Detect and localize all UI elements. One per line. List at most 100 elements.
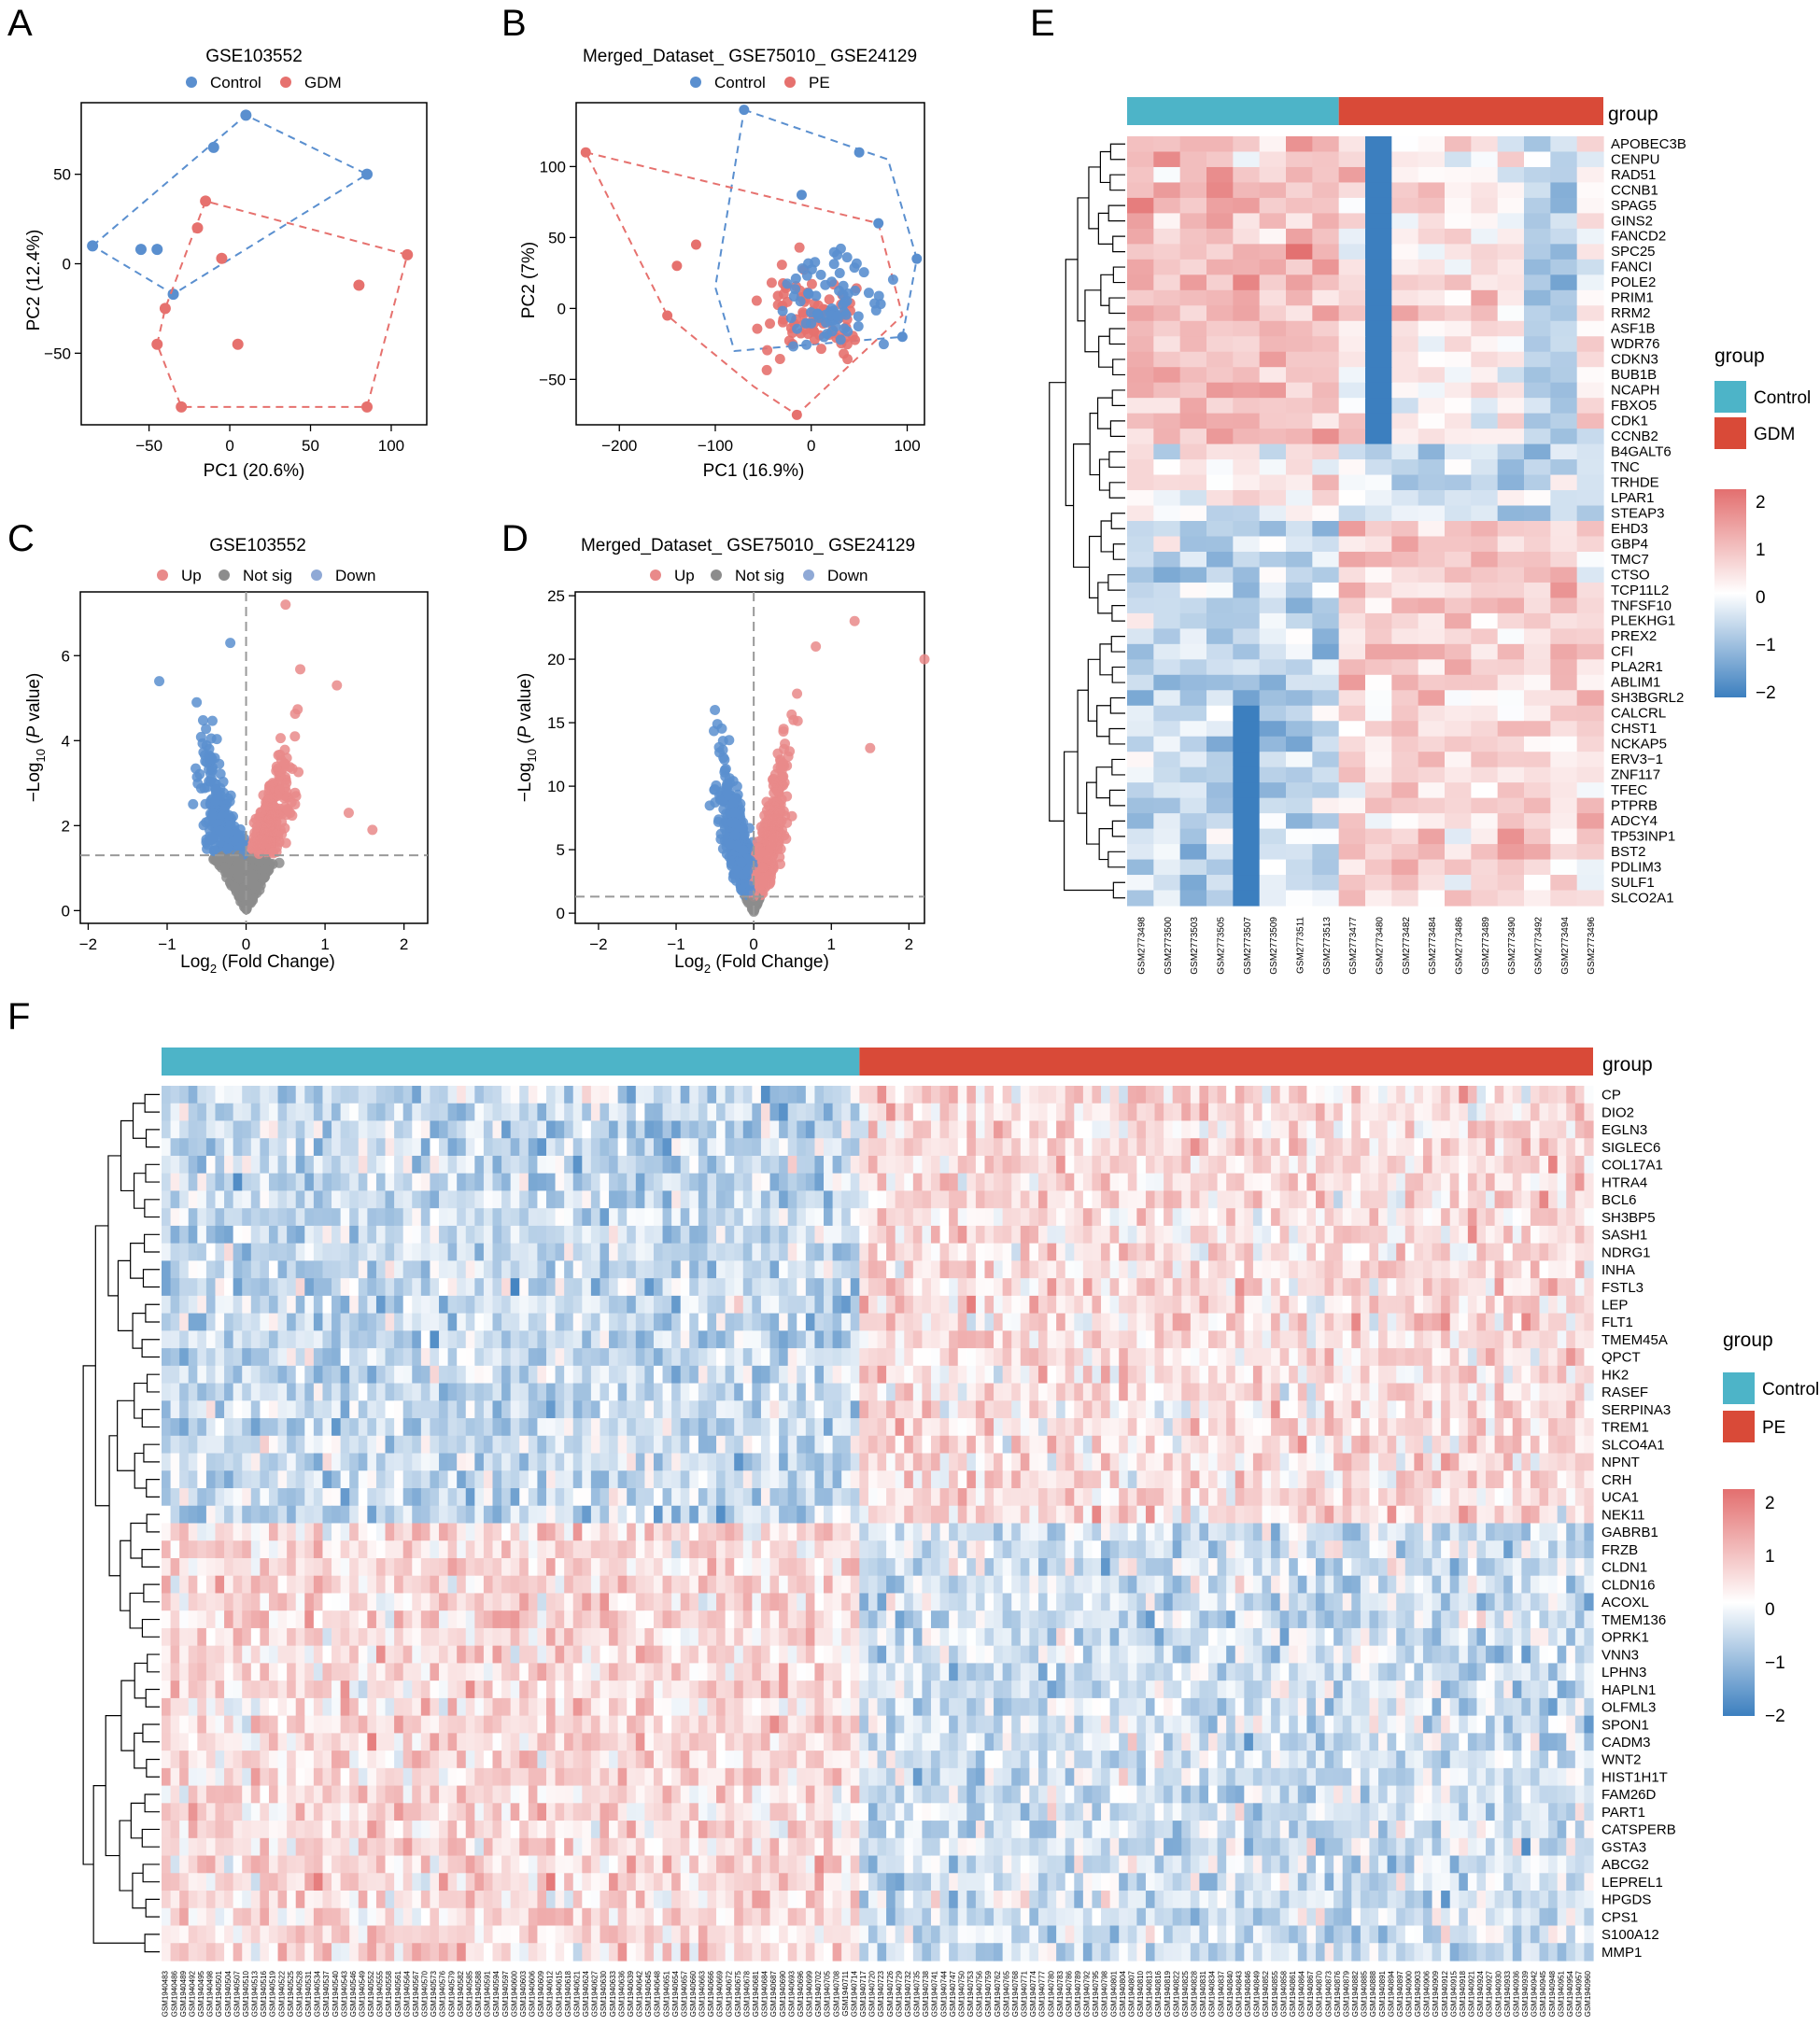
heatmap-cell xyxy=(1259,536,1287,553)
heatmap-cell xyxy=(1179,674,1207,691)
heatmap-cell xyxy=(1297,1120,1307,1139)
point-up xyxy=(279,744,290,755)
heatmap-cell xyxy=(1414,1173,1424,1192)
heatmap-cell xyxy=(1109,1208,1120,1227)
heatmap-cell xyxy=(1503,1103,1514,1122)
point-down xyxy=(190,763,202,774)
heatmap-cell xyxy=(1365,890,1392,907)
hull-control xyxy=(91,114,370,296)
heatmap-cell xyxy=(1271,1103,1281,1122)
heatmap-cell xyxy=(1338,890,1366,907)
heatmap-cell xyxy=(1312,367,1340,384)
heatmap-cell xyxy=(304,1173,315,1192)
heatmap-cell xyxy=(555,1120,565,1139)
heatmap-cell xyxy=(277,1086,288,1104)
heatmap-cell xyxy=(1286,151,1313,168)
heatmap-cell xyxy=(1418,351,1446,368)
heatmap-cell xyxy=(322,1190,332,1209)
heatmap-cell xyxy=(1181,1190,1192,1209)
heatmap-cell xyxy=(922,1155,932,1174)
heatmap-cell xyxy=(492,1190,502,1209)
heatmap-cell xyxy=(188,1208,198,1227)
heatmap-cell xyxy=(1576,336,1604,353)
heatmap-cell xyxy=(215,1138,225,1157)
heatmap-cell xyxy=(1369,1155,1379,1174)
heatmap-cell xyxy=(1378,1190,1389,1209)
heatmap-cell xyxy=(1127,859,1154,876)
point-up xyxy=(275,733,286,744)
heatmap-cell xyxy=(1391,875,1419,892)
heatmap-cell xyxy=(1206,259,1234,275)
heatmap-cell xyxy=(519,1103,529,1122)
heatmap-cell xyxy=(1145,1173,1156,1192)
heatmap-cell xyxy=(465,1103,475,1122)
heatmap-cell xyxy=(250,1208,261,1227)
point-down xyxy=(202,781,213,793)
heatmap-cell xyxy=(1576,213,1604,230)
heatmap-cell xyxy=(787,1103,797,1122)
heatmap-cell xyxy=(1404,1138,1415,1157)
heatmap-cell xyxy=(1387,1155,1397,1174)
heatmap-cell xyxy=(528,1138,539,1157)
heatmap-cell xyxy=(1047,1208,1057,1227)
heatmap-cell xyxy=(215,1208,225,1227)
heatmap-cell xyxy=(769,1173,780,1192)
heatmap-cell xyxy=(662,1190,672,1209)
heatmap-cell xyxy=(1391,351,1419,368)
heatmap-cell xyxy=(590,1120,601,1139)
heatmap-cell xyxy=(1074,1086,1084,1104)
heatmap-cell xyxy=(304,1086,315,1104)
heatmap-cell xyxy=(814,1155,825,1174)
heatmap-cell xyxy=(994,1190,1004,1209)
data-point-control xyxy=(167,288,179,301)
heatmap-cell xyxy=(1333,1155,1344,1174)
heatmap-cell xyxy=(1297,1173,1307,1192)
heatmap-cell xyxy=(1497,351,1525,368)
heatmap-cell xyxy=(734,1208,744,1227)
heatmap-cell xyxy=(1338,859,1366,876)
heatmap-cell xyxy=(680,1190,690,1209)
heatmap-cell xyxy=(1351,1173,1361,1192)
heatmap-cell xyxy=(1127,474,1154,491)
heatmap-cell xyxy=(1029,1103,1039,1122)
heatmap-cell xyxy=(1576,628,1604,645)
heatmap-cell xyxy=(1233,659,1261,676)
heatmap-cell xyxy=(1369,1103,1379,1122)
heatmap-cell xyxy=(1574,1103,1586,1122)
heatmap-cell xyxy=(752,1190,762,1209)
heatmap-cell xyxy=(572,1138,583,1157)
heatmap-cell xyxy=(483,1120,494,1139)
heatmap-cell xyxy=(805,1138,816,1157)
point-up xyxy=(788,714,799,725)
heatmap-cell xyxy=(1471,844,1499,861)
heatmap-cell xyxy=(1418,382,1446,399)
heatmap-cell xyxy=(1524,320,1551,337)
heatmap-cell xyxy=(1127,382,1154,399)
heatmap-cell xyxy=(1233,474,1261,491)
heatmap-cell xyxy=(1351,1190,1361,1209)
heatmap-cell xyxy=(1259,567,1287,584)
heatmap-cell xyxy=(233,1138,243,1157)
heatmap-cell xyxy=(385,1086,395,1104)
heatmap-cell xyxy=(1566,1103,1576,1122)
group-bar-gdm xyxy=(1338,97,1603,125)
heatmap-cell xyxy=(939,1155,950,1174)
heatmap-cell xyxy=(1312,705,1340,722)
point-up xyxy=(757,862,769,873)
sample-label: GSM2773507 xyxy=(1243,917,1253,975)
heatmap-cell xyxy=(205,1138,217,1157)
heatmap-cell xyxy=(912,1155,924,1174)
heatmap-cell xyxy=(170,1120,180,1139)
heatmap-cell xyxy=(170,1173,180,1192)
gene-label: LPAR1 xyxy=(1611,490,1654,506)
heatmap-cell xyxy=(1145,1103,1156,1122)
heatmap-cell xyxy=(1312,659,1340,676)
heatmap-cell xyxy=(1418,336,1446,353)
heatmap-cell xyxy=(1338,705,1366,722)
heatmap-cell xyxy=(1233,797,1261,814)
heatmap-cell xyxy=(394,1086,404,1104)
heatmap-cell xyxy=(260,1086,270,1104)
heatmap-cell xyxy=(1404,1103,1415,1122)
heatmap-cell xyxy=(1445,259,1472,275)
heatmap-cell xyxy=(653,1138,664,1157)
